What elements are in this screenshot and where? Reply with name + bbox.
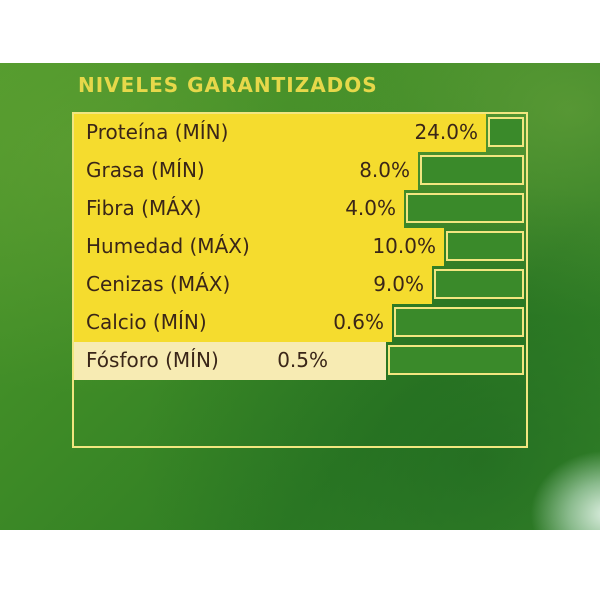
value-fill [74, 304, 392, 342]
remaining-bar [394, 307, 524, 337]
value-fill [74, 190, 404, 228]
remaining-bar [388, 345, 524, 375]
value-fill [74, 152, 418, 190]
remaining-bar [446, 231, 524, 261]
remaining-bar [434, 269, 524, 299]
remaining-bar [420, 155, 524, 185]
nutrient-value: 8.0% [359, 158, 410, 182]
remaining-bar [406, 193, 524, 223]
nutrient-row-calcium: Calcio (MÍN) 0.6% [74, 304, 526, 342]
nutrient-value: 4.0% [345, 196, 396, 220]
value-fill [74, 228, 444, 266]
nutrient-value: 9.0% [373, 272, 424, 296]
light-glare [530, 450, 600, 530]
nutrient-row-protein: Proteína (MÍN) 24.0% [74, 114, 526, 152]
value-fill [74, 266, 432, 304]
nutrient-label: Calcio (MÍN) [86, 310, 207, 334]
nutrient-label: Cenizas (MÁX) [86, 272, 231, 296]
nutrient-row-moisture: Humedad (MÁX) 10.0% [74, 228, 526, 266]
nutrient-label: Humedad (MÁX) [86, 234, 250, 258]
nutrient-label: Fibra (MÁX) [86, 196, 202, 220]
nutrient-label: Proteína (MÍN) [86, 120, 229, 144]
nutrient-label: Grasa (MÍN) [86, 158, 205, 182]
guaranteed-levels-table: Proteína (MÍN) 24.0% Grasa (MÍN) 8.0% Fi… [72, 112, 528, 448]
nutrient-label: Fósforo (MÍN) [86, 348, 219, 372]
nutrient-row-fat: Grasa (MÍN) 8.0% [74, 152, 526, 190]
nutrient-value: 0.6% [333, 310, 384, 334]
remaining-bar [488, 117, 524, 147]
value-fill [74, 342, 386, 380]
nutrient-value: 0.5% [277, 348, 328, 372]
nutrition-title: NIVELES GARANTIZADOS [78, 73, 378, 97]
nutrient-row-phosphorus: Fósforo (MÍN) 0.5% [74, 342, 526, 380]
nutrient-value: 10.0% [372, 234, 436, 258]
nutrient-row-ash: Cenizas (MÁX) 9.0% [74, 266, 526, 304]
nutrient-row-fiber: Fibra (MÁX) 4.0% [74, 190, 526, 228]
value-fill [74, 114, 486, 152]
nutrient-value: 24.0% [414, 120, 478, 144]
